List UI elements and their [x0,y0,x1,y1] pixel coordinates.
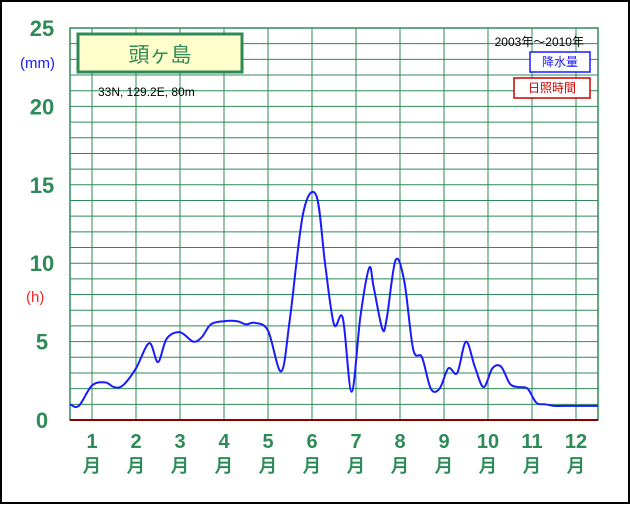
y-tick-label: 10 [30,251,54,276]
legend-precip-box [529,51,591,73]
y-tick-label: 5 [36,330,48,355]
legend-sunshine: 日照時間 [528,81,576,95]
x-tick-number: 2 [130,431,141,453]
x-tick-number: 12 [565,431,587,453]
x-tick-month: 月 [302,456,321,477]
chart-title: 頭ヶ島 [129,43,192,67]
x-tick-month: 月 [82,456,101,477]
x-tick-number: 9 [438,431,449,453]
x-tick-month: 月 [434,456,453,477]
chart-subtitle: 33N, 129.2E, 80m [98,85,195,99]
x-tick-number: 11 [521,431,542,453]
x-tick-number: 5 [262,431,273,453]
x-tick-number: 1 [86,431,97,453]
legend-sunshine-box [513,77,591,99]
y-tick-label: 0 [36,408,48,433]
x-tick-month: 月 [566,456,585,477]
unit-h-label: (h) [26,289,44,306]
x-tick-month: 月 [522,456,541,477]
legend-precip: 降水量 [542,55,578,69]
x-tick-number: 3 [174,431,185,453]
title-box [76,32,244,74]
x-tick-labels: 1 月 2 月 3 月 4 月 5 月 6 月 7 月 8 月 9 月 10 月 11 月 12 月 [82,431,587,477]
x-tick-month: 月 [170,456,189,477]
x-tick-number: 10 [477,431,499,453]
x-tick-month: 月 [258,456,277,477]
period-label: 2003年〜2010年 [495,35,584,49]
x-tick-number: 7 [350,431,361,453]
unit-mm-label: (mm) [20,55,55,72]
x-tick-month: 月 [126,456,145,477]
x-tick-month: 月 [478,456,497,477]
y-tick-label: 15 [30,173,54,198]
x-tick-month: 月 [346,456,365,477]
x-tick-month: 月 [390,456,409,477]
x-tick-number: 6 [306,431,317,453]
y-tick-labels: 0 5 10 15 20 25 [30,16,54,433]
y-tick-label: 20 [30,94,54,119]
x-tick-month: 月 [214,456,233,477]
x-tick-number: 8 [394,431,405,453]
precipitation-line [69,190,598,408]
x-tick-number: 4 [218,431,230,453]
y-tick-label: 25 [30,16,54,41]
